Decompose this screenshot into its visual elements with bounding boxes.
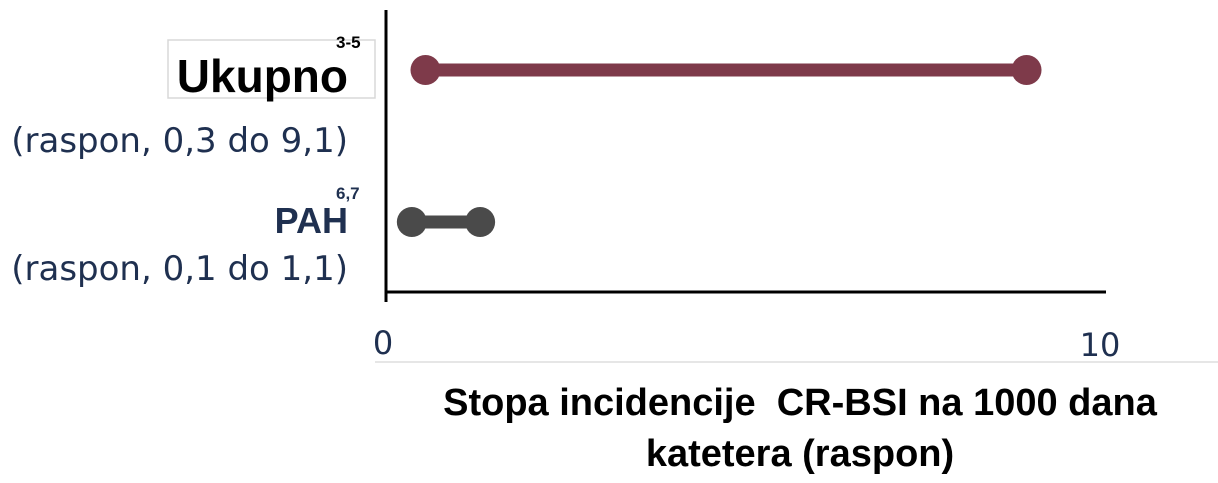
category-label-pah: PAH [275,200,348,241]
category-label-ukupno: Ukupno [177,50,348,102]
range-text-pah: (raspon, 0,1 do 1,1) [11,249,348,289]
range-bar-ukupno [410,55,1042,85]
range-min-point-ukupno [410,55,441,85]
range-text-ukupno: (raspon, 0,3 do 9,1) [11,121,348,161]
range-max-point-ukupno [1011,55,1042,85]
x-tick-label-10: 10 [1080,326,1121,364]
reference-pah: 6,7 [336,184,360,203]
x-tick-label-0: 0 [373,324,393,362]
reference-ukupno: 3-5 [336,33,361,52]
x-axis-title-line-1: Stopa incidencije CR-BSI na 1000 dana [443,382,1158,424]
range-max-point-pah [465,207,496,237]
range-bar-pah [396,207,496,237]
x-axis-title-line-2: katetera (raspon) [646,433,954,475]
ukupno-label-box [167,39,376,99]
range-min-point-pah [396,207,427,237]
